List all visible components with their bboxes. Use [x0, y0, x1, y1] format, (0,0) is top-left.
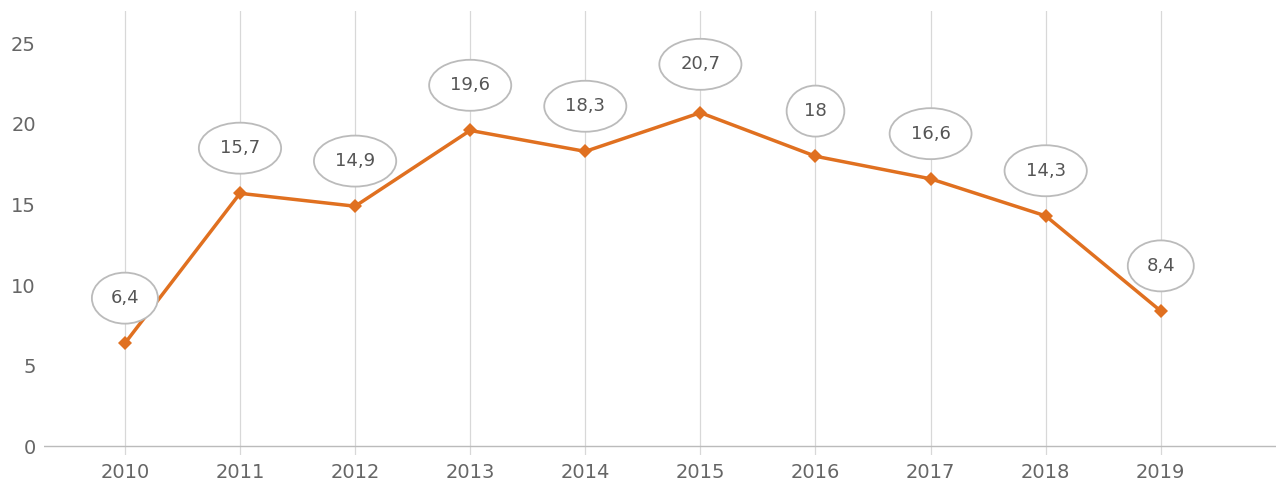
Text: 18,3: 18,3	[565, 97, 605, 115]
Text: 14,3: 14,3	[1026, 162, 1066, 180]
Text: 6,4: 6,4	[111, 289, 139, 307]
Text: 20,7: 20,7	[681, 55, 721, 73]
Text: 16,6: 16,6	[911, 125, 951, 142]
Text: 14,9: 14,9	[335, 152, 375, 170]
Text: 18: 18	[804, 102, 826, 120]
Text: 15,7: 15,7	[220, 139, 260, 157]
Text: 8,4: 8,4	[1147, 257, 1175, 275]
Text: 19,6: 19,6	[450, 76, 490, 94]
